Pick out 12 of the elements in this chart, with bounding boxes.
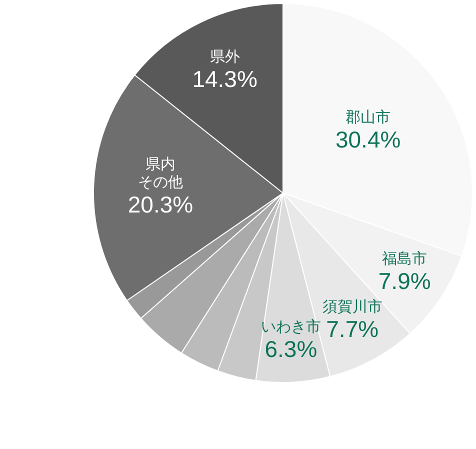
slice-label: 福島市 (382, 249, 428, 268)
slice-label: いわき市 (260, 317, 321, 336)
data-label: 30.4% (335, 126, 401, 153)
data-label: 6.3% (264, 336, 318, 362)
data-label: 20.3% (128, 192, 194, 218)
slice-label: 郡山市 (346, 108, 391, 126)
slice-label: 県内その他 (138, 155, 183, 192)
slice-label: 県外 (210, 48, 240, 66)
data-label: 14.3% (192, 66, 258, 92)
data-label: 7.9% (378, 268, 431, 294)
data-label: 7.7% (326, 316, 379, 342)
slice-label: 須賀川市 (322, 297, 382, 316)
